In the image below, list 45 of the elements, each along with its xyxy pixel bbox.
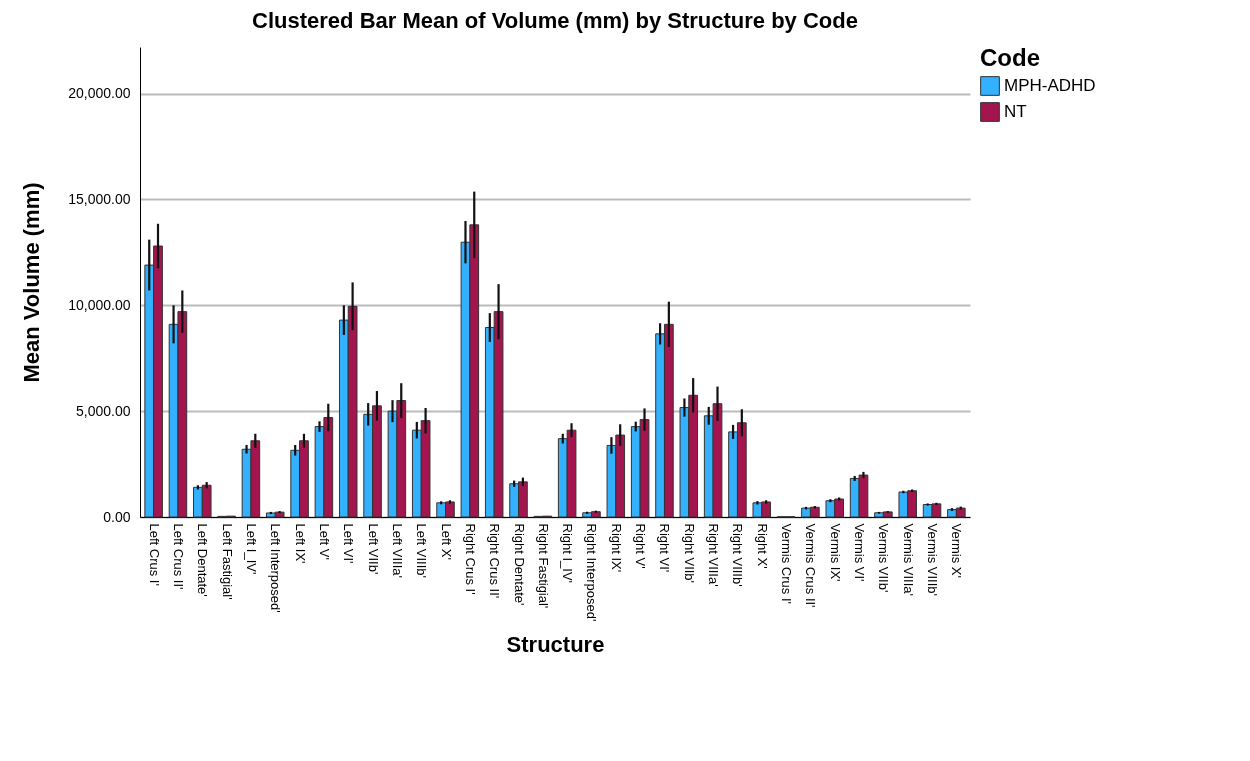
x-tick-label: Right V' [633,523,649,569]
x-tick-label: Right Crus I' [462,523,478,595]
x-tick-label: Left Crus II' [170,523,186,590]
x-tick-label: Left X' [438,523,454,560]
x-tick-label: Left Fastigial' [219,523,235,600]
x-axis-title: Structure [506,632,605,658]
x-tick-label: Right VIIb' [681,523,697,584]
chart-title: Clustered Bar Mean of Volume (mm) by Structure by Code [252,8,858,33]
y-tick-label: 5,000.00 [76,402,131,419]
x-tick-label: Vermis IX' [827,523,843,582]
legend-title: Code [980,44,1040,71]
x-tick-label: Vermis Crus I' [779,523,795,604]
x-tick-label: Vermis Crus II' [803,523,819,608]
x-tick-label: Left V' [316,523,332,560]
x-tick-label: Left I_IV' [243,523,259,575]
x-tick-label: Left IX' [292,523,308,564]
y-tick-label: 15,000.00 [68,190,131,207]
x-tick-label: Right Crus II' [487,523,503,599]
x-tick-label: Vermis VIIb' [876,523,892,593]
x-tick-label: Vermis VI' [852,523,868,582]
x-tick-label: Left Crus I' [146,523,162,586]
legend-label: MPH-ADHD [1004,76,1096,95]
y-tick-label: 10,000.00 [68,296,131,313]
y-tick-label: 20,000.00 [68,85,131,102]
x-tick-label: Left VI' [341,523,357,564]
x-tick-label: Left VIIIa' [389,523,405,579]
y-axis-title: Mean Volume (mm) [19,182,45,383]
x-tick-label: Right VIIIb' [730,523,746,587]
x-tick-label: Right Dentate' [511,523,527,606]
x-tick-label: Right Interposed' [584,523,600,622]
y-tick-label: 0.00 [103,508,131,525]
x-tick-label: Right I_IV' [560,523,576,584]
x-tick-label: Left Dentate' [195,523,211,597]
x-tick-label: Right IX' [608,523,624,573]
x-tick-label: Left VIIb' [365,523,381,575]
x-tick-label: Vermis VIIIb' [925,523,941,597]
x-tick-label: Right VI' [657,523,673,573]
x-tick-label: Vermis X' [949,523,965,578]
x-tick-label: Vermis VIIIa' [900,523,916,597]
x-tick-label: Left Interposed' [268,523,284,613]
x-tick-label: Right Fastigial' [535,523,551,609]
x-tick-label: Left VIIIb' [414,523,430,579]
x-tick-label: Right VIIIa' [706,523,722,587]
x-tick-label: Right X' [754,523,770,569]
legend-label: NT [1004,102,1027,121]
